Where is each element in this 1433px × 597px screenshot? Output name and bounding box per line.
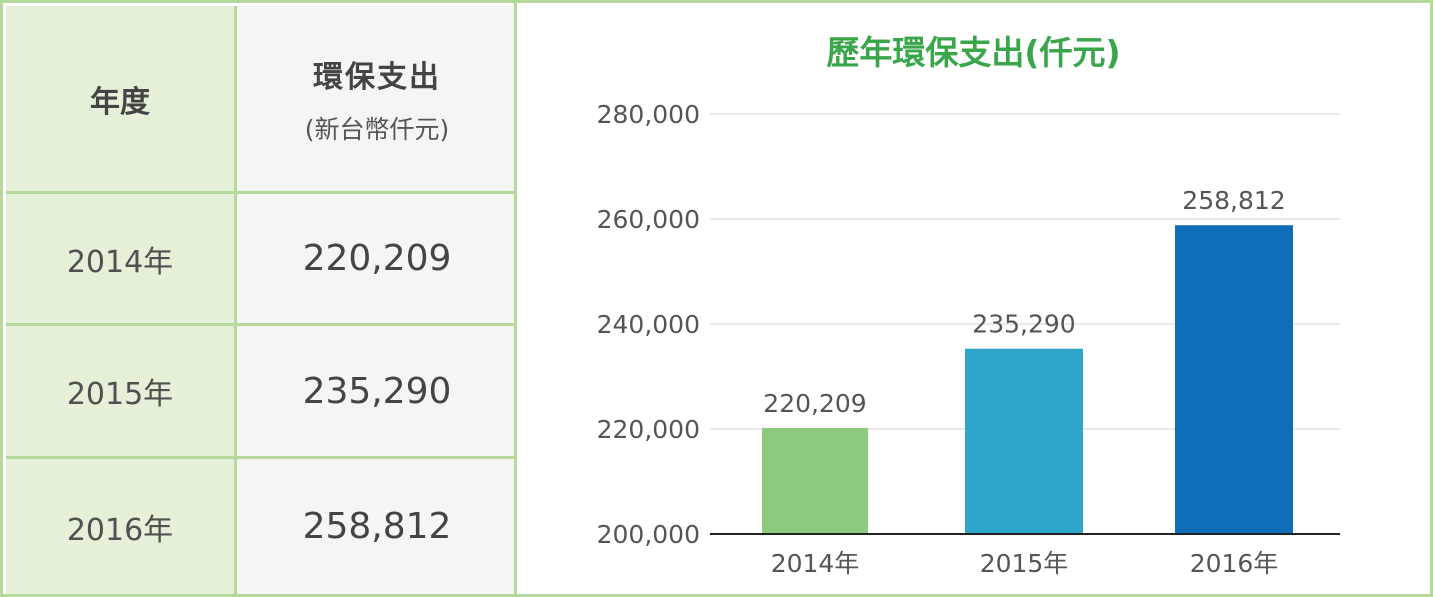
table-row-value: 220,209 — [237, 194, 517, 326]
chart-panel: 歷年環保支出(仟元) 200,000 220,000 240,000 260,000 2… — [517, 6, 1430, 594]
row-year-label: 2016年 — [66, 512, 174, 548]
table-row-value: 258,812 — [237, 459, 517, 594]
table-row-value: 235,290 — [237, 326, 517, 459]
header-value-title: 環保支出 — [313, 59, 441, 95]
y-tick-label: 240,000 — [597, 310, 700, 339]
y-tick-label: 260,000 — [597, 205, 700, 234]
row-value-label: 235,290 — [302, 370, 452, 412]
expenditure-table: 年度 環保支出 (新台幣仟元) 2014年 220,209 2015年 235,… — [6, 6, 517, 594]
bar — [965, 348, 1083, 534]
bar — [1175, 225, 1293, 534]
x-tick-label: 2016年 — [1190, 549, 1279, 578]
chart-title: 歷年環保支出(仟元) — [826, 33, 1121, 72]
table-row-year: 2014年 — [6, 194, 237, 326]
header-year-cell: 年度 — [6, 6, 237, 194]
x-tick-label: 2014年 — [771, 549, 860, 578]
data-label: 258,812 — [1182, 186, 1285, 215]
row-year-label: 2014年 — [66, 244, 174, 280]
header-value-subtitle: (新台幣仟元) — [304, 114, 450, 144]
y-tick-label: 220,000 — [597, 415, 700, 444]
row-value-label: 258,812 — [302, 506, 452, 547]
header-year-label: 年度 — [90, 84, 150, 120]
divider — [514, 3, 517, 594]
y-tick-label: 200,000 — [597, 520, 700, 549]
row-year-label: 2015年 — [66, 377, 174, 412]
header-value-cell: 環保支出 (新台幣仟元) — [237, 6, 517, 194]
table-row-year: 2016年 — [6, 459, 237, 594]
table-row-year: 2015年 — [6, 326, 237, 459]
bar — [762, 427, 868, 534]
row-value-label: 220,209 — [302, 238, 452, 279]
x-tick-label: 2015年 — [980, 549, 1069, 578]
bar-chart: 200,000 220,000 240,000 260,000 280,000 220,2… — [597, 100, 1340, 578]
data-label: 220,209 — [763, 389, 866, 418]
y-tick-label: 280,000 — [597, 100, 700, 129]
data-label: 235,290 — [972, 310, 1075, 339]
